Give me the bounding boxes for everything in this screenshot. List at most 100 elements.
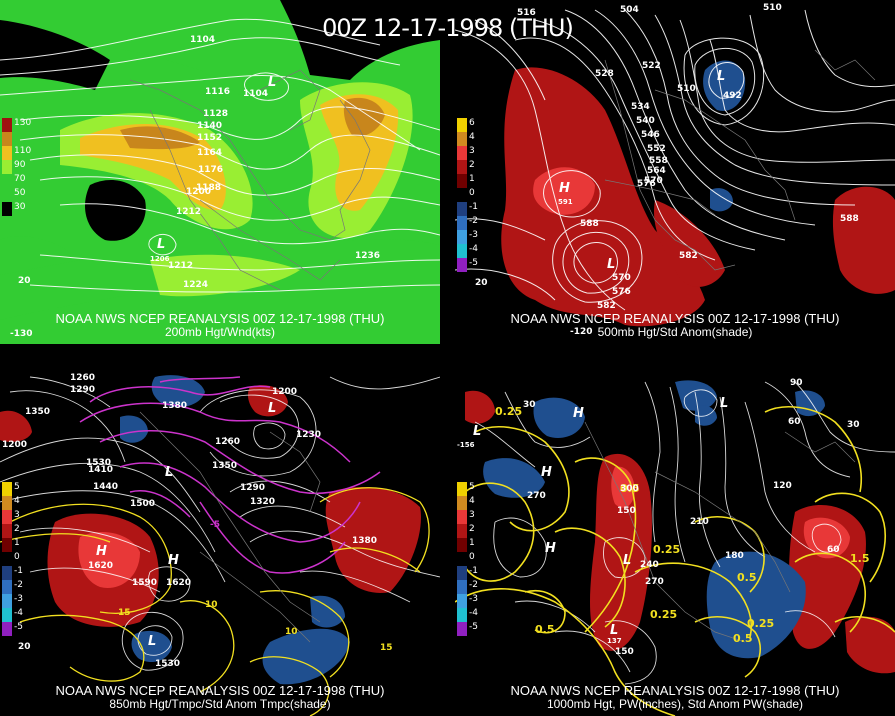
- height-label: 240: [640, 560, 659, 570]
- high-center-value: 591: [558, 198, 573, 206]
- pw-label: 1.5: [850, 552, 870, 565]
- low-center-symbol: L: [623, 553, 631, 568]
- height-label: 510: [677, 84, 696, 94]
- temperature-label: 10: [285, 627, 298, 637]
- pw-label: 0.5: [737, 571, 757, 584]
- height-label: 1500: [130, 499, 155, 509]
- height-label: 1224: [183, 280, 208, 290]
- height-label: 588: [580, 219, 599, 229]
- height-contours-850mb: [0, 376, 440, 671]
- low-center-symbol: L: [268, 75, 276, 90]
- panel-caption: NOAA NWS NCEP REANALYSIS 00Z 12-17-1998 …: [510, 683, 840, 698]
- panel-1000mb: 0.25 0.25 0.25 0.25 0.5 0.5 0.5 0.5 1.5 …: [455, 372, 895, 716]
- height-contours-500mb: [455, 9, 895, 311]
- height-label: 1410: [88, 465, 113, 475]
- height-label: 534: [631, 102, 650, 112]
- panel-subcaption: 850mb Hgt/Tmpc/Std Anom Tmpc(shade): [109, 697, 331, 711]
- temperature-label: 15: [118, 608, 131, 618]
- height-label: 582: [679, 251, 698, 261]
- height-label: 1260: [70, 373, 95, 383]
- height-label: 1164: [197, 148, 222, 158]
- map-1000mb: 0.25 0.25 0.25 0.25 0.5 0.5 0.5 0.5 1.5 …: [455, 372, 895, 716]
- height-label: 588: [840, 214, 859, 224]
- height-label: 1380: [162, 401, 187, 411]
- latitude-label: 20: [18, 276, 31, 286]
- height-label: 576: [612, 287, 631, 297]
- height-label: 1140: [197, 121, 222, 131]
- height-label: 1320: [250, 497, 275, 507]
- low-center-value: 1206: [150, 255, 170, 263]
- height-label: 576: [637, 179, 656, 189]
- height-label: 1200: [272, 387, 297, 397]
- height-label: 1152: [197, 133, 222, 143]
- height-label: 564: [647, 166, 666, 176]
- low-center-symbol: L: [165, 465, 173, 480]
- negative-temp-anomaly: [151, 375, 205, 408]
- low-center-symbol: L: [268, 401, 276, 416]
- low-center-symbol: L: [610, 623, 618, 638]
- panel-subcaption: 200mb Hgt/Wnd(kts): [164, 325, 276, 339]
- height-label: 60: [827, 545, 840, 555]
- temperature-contours-warm: [0, 487, 430, 716]
- panel-subcaption: 500mb Hgt/Std Anom(shade): [597, 325, 753, 339]
- height-label: 1380: [352, 536, 377, 546]
- height-label: 1200: [186, 187, 211, 197]
- panel-caption: NOAA NWS NCEP REANALYSIS 00Z 12-17-1998 …: [55, 683, 385, 698]
- height-label: 1350: [212, 461, 237, 471]
- low-center-symbol: L: [720, 396, 728, 411]
- height-label: 1236: [355, 251, 380, 261]
- height-label: 1620: [166, 578, 191, 588]
- high-center-symbol: H: [545, 541, 556, 556]
- temp-anomaly-legend: 5 4 3 2 1 0 -1 -2 -3 -4 -5: [2, 482, 28, 636]
- height-label: 1290: [70, 385, 95, 395]
- height-label: 528: [595, 69, 614, 79]
- panel-500mb: 516 504 510 522 528 534 540 546 552 558 …: [455, 0, 895, 344]
- low-center-symbol: L: [473, 424, 481, 439]
- panel-850mb: 1260 1290 1350 1200 1380 1200 1230 1260 …: [0, 372, 440, 716]
- low-center-symbol: L: [148, 634, 156, 649]
- chart-title: 00Z 12-17-1998 (THU): [322, 14, 574, 42]
- height-label: 1188: [196, 183, 221, 193]
- height-label: 270: [645, 577, 664, 587]
- pw-label: 0.5: [733, 632, 753, 645]
- panel-caption: NOAA NWS NCEP REANALYSIS 00Z 12-17-1998 …: [55, 311, 385, 326]
- temperature-contours-cold: [79, 376, 381, 574]
- pw-label: 0.5: [620, 482, 640, 495]
- height-label: 1440: [93, 482, 118, 492]
- height-label: 300: [620, 484, 639, 494]
- coastlines-200mb: [129, 69, 371, 291]
- low-center-symbol: L: [157, 237, 165, 252]
- height-label: 1350: [25, 407, 50, 417]
- height-label: 270: [527, 491, 546, 501]
- height-label: 1128: [203, 109, 228, 119]
- pw-label: 0.25: [495, 405, 522, 418]
- height-label: 210: [690, 517, 709, 527]
- longitude-label: -130: [10, 329, 33, 339]
- height-label: 504: [620, 5, 639, 15]
- map-200mb: 1104 1116 1104 1128 1140 1152 1164 1176 …: [0, 0, 440, 344]
- height-label: 1200: [2, 440, 27, 450]
- panel-subcaption: 1000mb Hgt, PW(inches), Std Anom PW(shad…: [546, 697, 804, 711]
- height-label: 1590: [132, 578, 157, 588]
- height-label: 1620: [88, 561, 113, 571]
- high-center-symbol: H: [168, 553, 179, 568]
- height-label: 558: [649, 156, 668, 166]
- height-label: 546: [641, 130, 660, 140]
- coastlines-850mb: [139, 411, 321, 643]
- height-label: 1212: [176, 207, 201, 217]
- anomaly-legend: 6 4 3 2 1 0 -1 -2 -3 -4 -5: [457, 118, 483, 272]
- height-label: 1176: [198, 165, 223, 175]
- latitude-label: 20: [18, 642, 31, 652]
- height-label: 1212: [168, 261, 193, 271]
- latitude-label: 20: [475, 278, 488, 288]
- height-label: 516: [517, 8, 536, 18]
- temperature-label: -5: [210, 520, 220, 530]
- height-label: 30: [523, 400, 536, 410]
- height-label: 522: [642, 61, 661, 71]
- height-label: 1104: [190, 35, 215, 45]
- high-center-symbol: H: [559, 181, 570, 196]
- map-500mb: 516 504 510 522 528 534 540 546 552 558 …: [455, 0, 895, 344]
- height-contours-200mb: [0, 18, 440, 293]
- height-label: 30: [847, 420, 860, 430]
- negative-anomaly: [703, 60, 746, 111]
